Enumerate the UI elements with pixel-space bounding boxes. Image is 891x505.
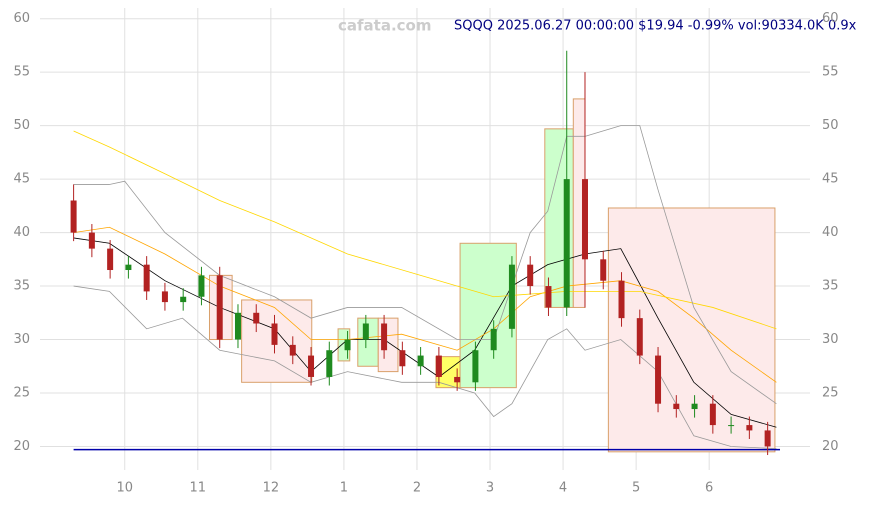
candle-body (271, 323, 278, 345)
candle-body (673, 403, 680, 410)
candle-body (435, 355, 442, 377)
y-tick-label-right: 45 (822, 172, 839, 187)
candle-body (417, 355, 424, 367)
x-tick-label: 2 (413, 481, 421, 496)
candle-body (161, 291, 168, 303)
indicator-line (73, 130, 777, 330)
indicator-line (73, 125, 777, 405)
candle-body (308, 355, 315, 377)
x-tick-label: 3 (486, 481, 494, 496)
x-tick-label: 12 (263, 481, 280, 496)
chart-title: SQQQ 2025.06.27 00:00:00 $19.94 -0.99% v… (454, 19, 857, 34)
candle-body (253, 312, 260, 324)
y-tick-label: 60 (13, 11, 30, 26)
candle-body (381, 323, 388, 351)
y-tick-label-right: 35 (822, 279, 839, 294)
y-tick-label-right: 40 (822, 225, 839, 240)
candle-body (198, 275, 205, 297)
candle-body (289, 344, 296, 356)
indicator-line (73, 237, 777, 428)
x-tick-label: 1 (340, 481, 348, 496)
candle-body (746, 425, 753, 431)
x-tick-label: 5 (632, 481, 640, 496)
candle-body (636, 318, 643, 356)
candle-body (344, 339, 351, 351)
candle-body (490, 328, 497, 351)
y-tick-label-right: 30 (822, 332, 839, 347)
candle-body (581, 179, 588, 260)
x-tick-label: 11 (190, 481, 207, 496)
candle-body (399, 350, 406, 367)
candle-body (180, 296, 187, 303)
candle-body (107, 248, 114, 271)
indicator-line (73, 285, 777, 450)
y-tick-label: 25 (13, 386, 30, 401)
candle-body (125, 264, 132, 271)
candle-body (545, 286, 552, 308)
candle-body (655, 355, 662, 404)
candle-body (234, 312, 241, 340)
y-tick-label-right: 50 (822, 118, 839, 133)
x-tick-label: 10 (116, 481, 133, 496)
x-tick-label: 6 (705, 481, 713, 496)
watermark: cafata.com (338, 17, 431, 35)
candle-body (88, 232, 95, 249)
y-tick-label-right: 20 (822, 439, 839, 454)
x-tick-label: 4 (559, 481, 567, 496)
zone (607, 207, 776, 453)
candle-body (764, 430, 771, 447)
candle-body (508, 264, 515, 329)
y-tick-label: 55 (13, 65, 30, 80)
candle-body (70, 200, 77, 233)
candle-body (618, 280, 625, 319)
y-tick-label: 50 (13, 118, 30, 133)
y-tick-label: 40 (13, 225, 30, 240)
y-tick-label: 35 (13, 279, 30, 294)
zone (459, 242, 517, 389)
y-tick-label: 20 (13, 439, 30, 454)
candle-body (454, 376, 461, 383)
candle-body (563, 179, 570, 308)
candle-body (216, 275, 223, 340)
candle-body (691, 403, 698, 410)
candle-body (472, 350, 479, 383)
y-tick-label-right: 55 (822, 65, 839, 80)
y-tick-label-right: 25 (822, 386, 839, 401)
candle-body (600, 259, 607, 281)
candle-body (709, 403, 716, 426)
y-tick-label-right: 60 (822, 11, 839, 26)
candle-body (728, 425, 735, 427)
candle-body (326, 350, 333, 377)
candle-body (143, 264, 150, 292)
y-tick-label: 30 (13, 332, 30, 347)
candle-body (527, 264, 534, 287)
candle-body (362, 323, 369, 340)
y-tick-label: 45 (13, 172, 30, 187)
